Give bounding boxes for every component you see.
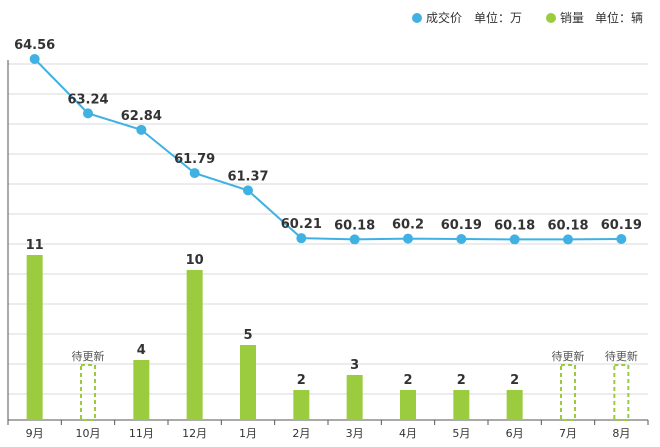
- price-value-label: 61.79: [174, 152, 215, 167]
- price-value-label: 60.18: [547, 218, 588, 233]
- x-tick-label: 2月: [292, 427, 310, 440]
- x-tick-label: 5月: [452, 427, 470, 440]
- legend-item-price: 成交价 单位：万: [412, 10, 522, 25]
- x-tick-label: 3月: [346, 427, 364, 440]
- sales-value-label: 2: [403, 373, 412, 388]
- price-value-label: 64.56: [14, 38, 55, 53]
- pending-bar: [613, 364, 630, 421]
- price-point: [296, 233, 307, 244]
- sales-bar: [133, 360, 150, 420]
- price-line: [29, 54, 627, 245]
- price-value-label: 60.19: [601, 218, 642, 233]
- sales-value-label: 2: [297, 373, 306, 388]
- sales-value-label: 11: [26, 238, 44, 253]
- price-point: [456, 234, 467, 244]
- sales-bar: [26, 255, 43, 420]
- x-tick-label: 12月: [182, 427, 207, 440]
- pending-label: 待更新: [72, 349, 105, 363]
- sales-value-label: 5: [243, 328, 252, 343]
- sales-value-label: 2: [457, 373, 466, 388]
- gridlines: [8, 63, 648, 395]
- x-tick-label: 4月: [399, 427, 417, 440]
- price-line-path: [33, 58, 622, 241]
- x-tick-label: 10月: [76, 427, 101, 440]
- legend-swatch-sales: [546, 13, 556, 23]
- price-point: [243, 185, 253, 196]
- pending-label: 待更新: [552, 349, 585, 363]
- price-point: [189, 168, 200, 179]
- sales-bar: [346, 375, 363, 420]
- sales-value-label: 4: [137, 343, 146, 358]
- sales-bar: [186, 270, 203, 420]
- price-point: [349, 234, 360, 245]
- price-value-label: 60.19: [441, 218, 482, 233]
- legend-unit-sales: 单位：辆: [595, 10, 643, 25]
- pending-bar: [560, 364, 576, 421]
- legend-item-sales: 销量 单位：辆: [546, 10, 643, 25]
- price-point: [403, 233, 413, 244]
- price-value-label: 60.21: [281, 217, 322, 232]
- data-labels: 11 待更新 4 10 5 2 3 2 2 2 待更新 待更新 64.56 63.24 62.84 61.79…: [14, 38, 642, 388]
- legend-swatch-price: [412, 13, 422, 23]
- legend-label-sales: 销量: [560, 11, 584, 25]
- x-tick-labels: 9月 10月 11月 12月 1月 2月 3月 4月 5月 6月 7月 8月: [26, 427, 631, 440]
- price-point: [563, 234, 573, 245]
- sales-bars: [26, 255, 630, 421]
- x-tick-label: 8月: [612, 427, 630, 440]
- sales-value-label: 3: [350, 358, 359, 373]
- price-value-label: 61.37: [227, 169, 268, 184]
- legend-label-price: 成交价: [426, 10, 462, 25]
- pending-bar: [80, 364, 96, 421]
- x-tick-label: 11月: [129, 427, 154, 440]
- price-point: [29, 54, 40, 64]
- sales-bar: [400, 390, 416, 420]
- sales-value-label: 10: [186, 253, 204, 268]
- price-point: [136, 124, 147, 135]
- sales-value-label: 2: [510, 373, 519, 388]
- price-value-label: 62.84: [121, 109, 162, 124]
- legend[interactable]: 成交价 单位：万 销量 单位：辆: [412, 10, 643, 25]
- x-tick-label: 1月: [239, 427, 257, 440]
- price-value-label: 60.18: [494, 218, 535, 233]
- x-tick-label: 9月: [26, 427, 44, 440]
- price-point: [509, 234, 520, 245]
- sales-bar: [293, 390, 310, 420]
- x-tick-label: 7月: [559, 427, 577, 440]
- sales-bar: [240, 345, 256, 420]
- sales-bar: [453, 390, 470, 420]
- pending-label: 待更新: [605, 349, 638, 363]
- price-value-label: 60.18: [334, 218, 375, 233]
- legend-unit-price: 单位：万: [474, 10, 522, 25]
- axes: [7, 60, 649, 425]
- x-tick-label: 6月: [506, 427, 524, 440]
- price-point: [616, 234, 627, 244]
- price-point: [83, 108, 93, 119]
- price-value-label: 60.2: [392, 218, 424, 233]
- price-value-label: 63.24: [67, 92, 108, 107]
- sales-bar: [506, 390, 523, 420]
